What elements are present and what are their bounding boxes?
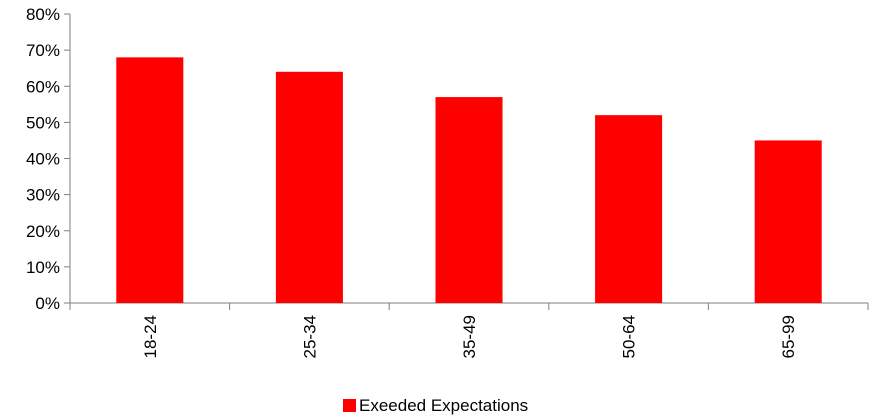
y-tick-label: 50% <box>26 113 60 132</box>
x-tick-label: 50-64 <box>620 315 639 358</box>
y-tick-label: 80% <box>26 5 60 24</box>
x-tick-label: 35-49 <box>460 315 479 358</box>
x-tick-label: 25-34 <box>300 315 319 358</box>
bar-65-99 <box>754 140 822 303</box>
x-tick-label: 65-99 <box>779 315 798 358</box>
y-tick-label: 60% <box>26 77 60 96</box>
legend-label: Exeeded Expectations <box>359 396 528 415</box>
y-axis: 0% 10% 20% 30% 40% 50% 60% 70% 80% <box>26 5 71 313</box>
bars <box>116 57 822 304</box>
bar-18-24 <box>116 57 184 303</box>
x-tick-label: 18-24 <box>141 315 160 358</box>
y-tick-label: 10% <box>26 258 60 277</box>
y-tick-label: 0% <box>35 294 60 313</box>
bar-25-34 <box>275 71 343 303</box>
y-tick-label: 70% <box>26 41 60 60</box>
y-tick-label: 20% <box>26 222 60 241</box>
y-tick-label: 40% <box>26 150 60 169</box>
legend-swatch <box>343 399 356 412</box>
legend: Exeeded Expectations <box>343 396 528 415</box>
x-axis: 18-24 25-34 35-49 50-64 65-99 <box>69 302 869 358</box>
bar-50-64 <box>595 115 663 304</box>
bar-35-49 <box>435 97 503 304</box>
y-tick-label: 30% <box>26 186 60 205</box>
